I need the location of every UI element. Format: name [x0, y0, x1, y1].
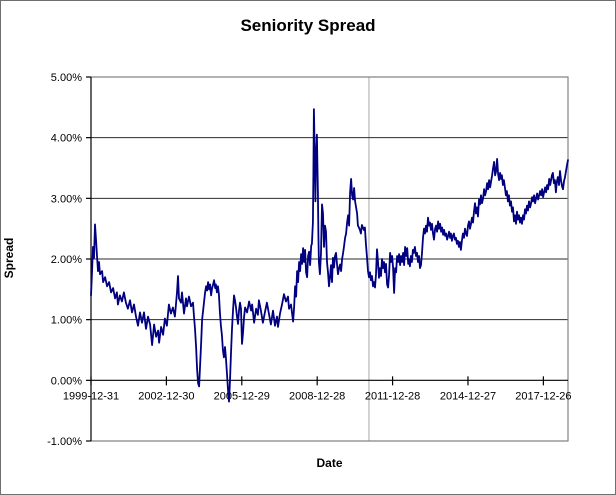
y-tick-label: 4.00%: [51, 133, 82, 145]
x-tick-label: 1999-12-31: [63, 390, 119, 402]
x-tick-label: 2017-12-26: [515, 390, 571, 402]
plot-border: [91, 76, 569, 442]
x-tick-label: 2005-12-29: [214, 390, 270, 402]
x-tick-label: 2008-12-28: [289, 390, 345, 402]
x-axis-title: Date: [316, 456, 343, 470]
y-tick-label: -1.00%: [47, 436, 82, 448]
y-tick-label: 2.00%: [51, 254, 82, 266]
x-tick-label: 2002-12-30: [138, 390, 194, 402]
series-line: [90, 108, 569, 403]
y-tick-label: 1.00%: [51, 315, 82, 327]
y-tick-label: 0.00%: [51, 375, 82, 387]
y-tick-label: 3.00%: [51, 193, 82, 205]
x-tick-label: 2014-12-27: [440, 390, 496, 402]
y-axis-title: Spread: [2, 237, 16, 279]
y-tick-label: 5.00%: [51, 72, 82, 84]
x-tick-label: 2011-12-28: [365, 390, 420, 402]
chart-title: Seniority Spread: [240, 16, 376, 35]
